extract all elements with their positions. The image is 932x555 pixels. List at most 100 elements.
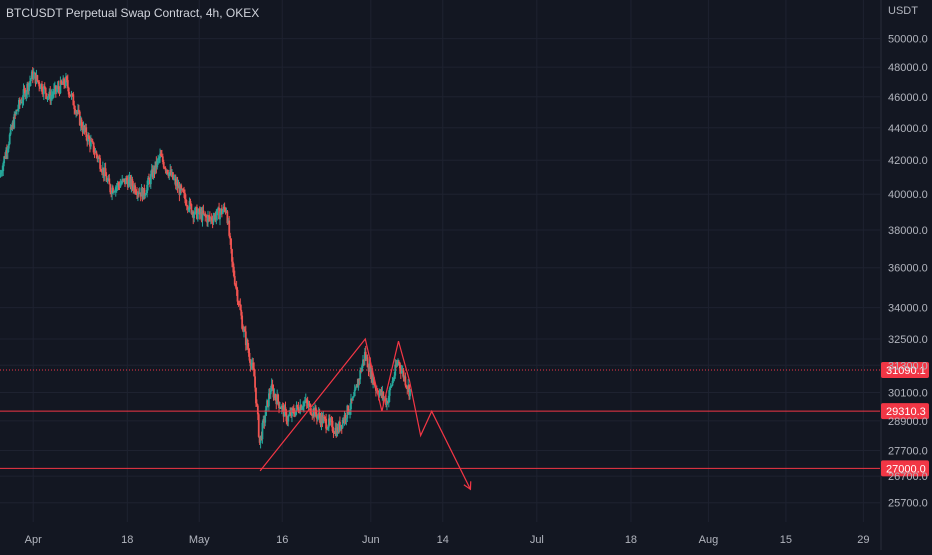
- x-tick-label: 18: [625, 534, 637, 546]
- candle-body: [190, 204, 193, 214]
- candle-body: [160, 156, 163, 158]
- candle-body: [40, 83, 42, 89]
- candle-body: [96, 155, 99, 159]
- candle-body: [122, 179, 125, 181]
- candle-body: [347, 405, 350, 414]
- y-tick-label: 38000.0: [888, 225, 928, 237]
- candle-body: [172, 178, 175, 180]
- candle-body: [386, 401, 389, 403]
- candle-body: [242, 328, 244, 332]
- candle-body: [248, 352, 251, 361]
- candle-body: [358, 379, 361, 381]
- candle-body: [217, 207, 220, 209]
- candle-body: [50, 95, 53, 101]
- candle-body: [280, 405, 283, 410]
- candle-body: [255, 403, 258, 406]
- candle-body: [184, 192, 186, 199]
- candle-body: [234, 284, 237, 287]
- candle-body: [308, 403, 311, 405]
- candle-body: [244, 329, 246, 332]
- candle-body: [124, 178, 126, 185]
- candle-body: [352, 396, 355, 398]
- candle-body: [223, 206, 226, 209]
- candle-body: [355, 384, 358, 388]
- candle-body: [365, 357, 368, 359]
- candle-body: [14, 114, 17, 116]
- pattern-layer: [259, 337, 472, 491]
- candle-body: [161, 156, 164, 162]
- candle-body: [123, 178, 125, 180]
- candle-body: [281, 405, 284, 407]
- candle-body: [137, 192, 140, 194]
- candle-body: [158, 158, 161, 160]
- candle-body: [241, 315, 244, 329]
- candle-body: [290, 412, 292, 417]
- candle-body: [225, 211, 228, 213]
- candle-body: [125, 178, 128, 181]
- candle-body: [295, 405, 298, 411]
- candle-body: [156, 159, 159, 168]
- candle-body: [194, 208, 196, 215]
- y-tick-label: 40000.0: [888, 189, 928, 201]
- candle-body: [172, 172, 174, 180]
- candle-body: [294, 410, 297, 416]
- candle-body: [268, 393, 271, 395]
- candle-body: [256, 405, 259, 415]
- candle-body: [243, 329, 245, 332]
- candle-body: [84, 127, 87, 131]
- candle-body: [38, 81, 41, 87]
- candle-body: [157, 158, 160, 160]
- candle-body: [306, 402, 309, 406]
- candle-body: [275, 397, 278, 405]
- candle-body: [108, 178, 111, 185]
- candle-body: [193, 214, 196, 219]
- candle-body: [257, 414, 260, 437]
- candle-body: [109, 184, 112, 193]
- candle-body: [208, 216, 211, 220]
- candle-body: [396, 362, 399, 367]
- pattern-line: [259, 337, 471, 490]
- candle-body: [408, 385, 410, 397]
- y-tick-label: 30100.0: [888, 388, 928, 400]
- candle-body: [72, 94, 75, 106]
- level-label-bg: [881, 460, 929, 477]
- candle-body: [362, 359, 365, 361]
- price-axis[interactable]: 25700.0 26700.0 27700.0 28900.0 30100.0 31300…: [888, 34, 928, 510]
- candle-body: [341, 419, 344, 428]
- y-tick-label: 34000.0: [888, 303, 928, 315]
- candle-body: [407, 385, 410, 389]
- candle-body: [343, 414, 346, 422]
- candle-body: [391, 380, 394, 386]
- candle-body: [58, 89, 61, 94]
- candle-body: [313, 409, 315, 417]
- candle-body: [229, 235, 232, 239]
- candle-body: [105, 175, 108, 182]
- candle-body: [20, 102, 23, 104]
- x-tick-label: Apr: [25, 534, 42, 546]
- candle-body: [235, 286, 238, 290]
- candle-body: [70, 93, 73, 97]
- candle-body: [140, 188, 143, 197]
- x-tick-label: 18: [121, 534, 133, 546]
- candle-body: [220, 208, 222, 213]
- candle-body: [27, 83, 30, 91]
- candle-body: [387, 395, 390, 403]
- candle-body: [18, 99, 20, 109]
- candle-body: [325, 418, 327, 429]
- candle-body: [266, 400, 268, 406]
- time-axis[interactable]: Apr 18 May 16 Jun 14 Jul 18 Aug 15 29: [25, 534, 870, 546]
- candle-body: [269, 390, 272, 395]
- candle-body: [329, 420, 332, 423]
- candle-body: [351, 398, 353, 401]
- candle-body: [335, 427, 338, 436]
- y-tick-label: 32500.0: [888, 334, 928, 346]
- candle-body: [209, 217, 212, 220]
- candle-body: [134, 185, 137, 193]
- candle-body: [97, 157, 100, 159]
- candle-body: [319, 417, 322, 425]
- candle-body: [278, 401, 280, 409]
- candle-body: [401, 370, 404, 372]
- candle-body: [405, 385, 408, 388]
